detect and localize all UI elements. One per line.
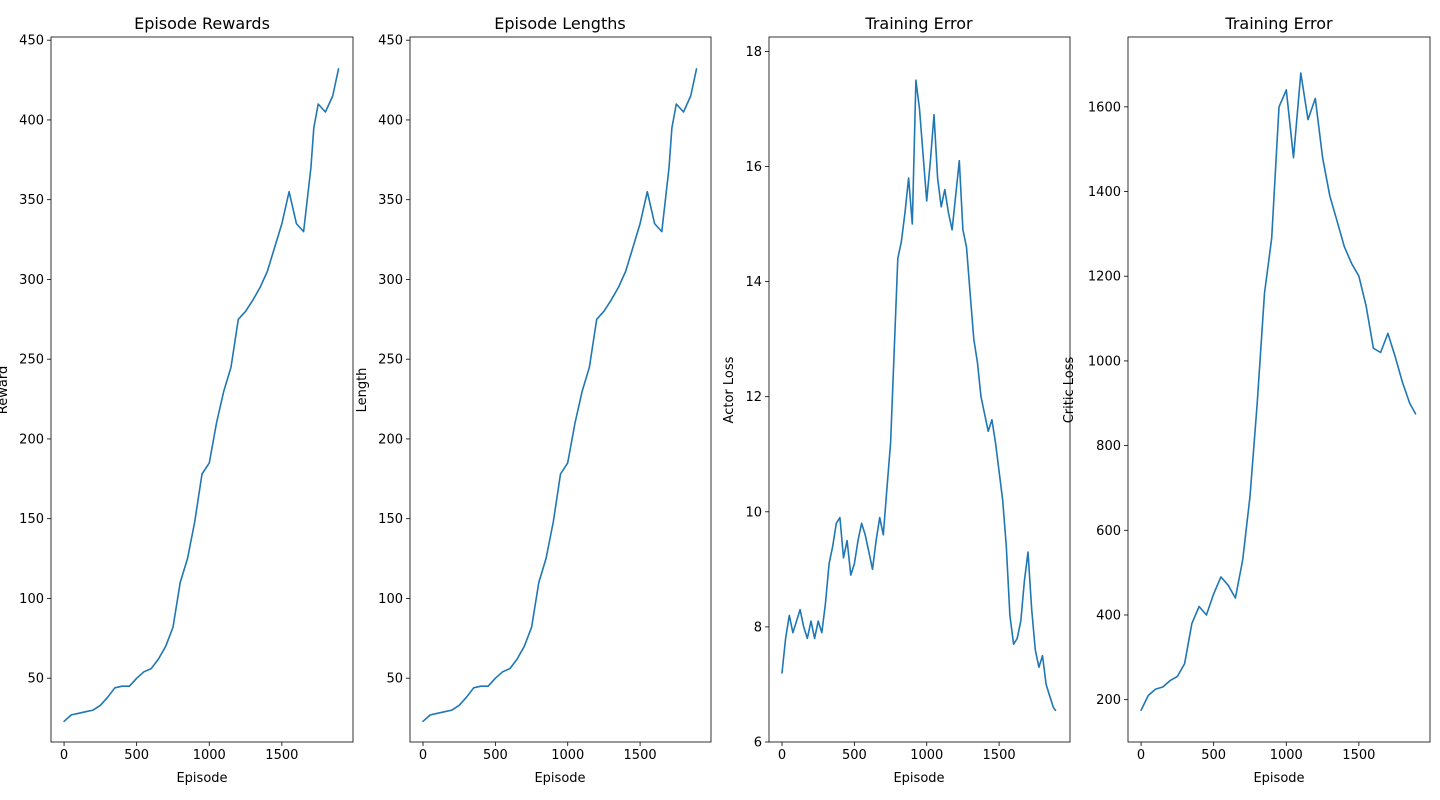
y-tick-label: 1000	[1088, 354, 1121, 369]
x-tick-label: 1500	[1342, 748, 1375, 763]
x-tick-label: 0	[60, 748, 68, 763]
tick-group: 0 500 1000 1500 200 400 600 800 1000 1200 1400 1600	[1088, 100, 1375, 763]
x-tick-label: 500	[1201, 748, 1226, 763]
axes-frame	[768, 36, 1071, 743]
y-tick-label: 250	[19, 353, 44, 368]
y-tick-label: 600	[1096, 524, 1121, 539]
axes-frame	[1127, 36, 1431, 743]
y-tick-label: 14	[745, 275, 762, 290]
x-tick-label: 500	[483, 748, 508, 763]
y-tick-label: 6	[754, 736, 762, 751]
y-tick-label: 400	[19, 113, 44, 128]
y-tick-label: 16	[745, 160, 762, 175]
x-axis-label: Episode	[176, 771, 227, 786]
series-line	[781, 79, 1057, 712]
x-tick-label: 1000	[193, 748, 226, 763]
x-axis-label: Episode	[893, 771, 944, 786]
y-tick-label: 100	[19, 592, 44, 607]
y-tick-label: 100	[378, 592, 403, 607]
y-axis-label: Length	[355, 368, 370, 413]
series-group	[422, 68, 698, 723]
y-tick-label: 200	[19, 432, 44, 447]
x-tick-label: 1500	[983, 748, 1016, 763]
y-tick-label: 1400	[1088, 185, 1121, 200]
y-tick-label: 400	[378, 113, 403, 128]
y-tick-label: 150	[378, 512, 403, 527]
tick-group: 0 500 1000 1500 50 100 150 200 250 300 350 400 450	[19, 34, 298, 763]
y-tick-label: 1200	[1088, 270, 1121, 285]
panel-critic-loss: Training Error Episode Critic Loss 0 500 1…	[1062, 14, 1431, 786]
x-axis-label: Episode	[534, 771, 585, 786]
y-tick-label: 50	[27, 672, 44, 687]
y-tick-label: 1600	[1088, 100, 1121, 115]
y-tick-label: 50	[386, 672, 403, 687]
y-tick-label: 18	[745, 45, 762, 60]
y-tick-label: 400	[1096, 608, 1121, 623]
y-tick-label: 10	[745, 505, 762, 520]
y-tick-label: 250	[378, 353, 403, 368]
axes-frame	[50, 36, 354, 743]
tick-group: 0 500 1000 1500 50 100 150 200 250 300 350 400 450	[378, 34, 656, 763]
x-tick-label: 0	[1137, 748, 1145, 763]
x-tick-label: 1000	[910, 748, 943, 763]
axes-frame	[409, 36, 712, 743]
y-tick-label: 200	[378, 432, 403, 447]
y-tick-label: 300	[378, 273, 403, 288]
series-group	[781, 79, 1057, 712]
x-tick-label: 0	[419, 748, 427, 763]
y-tick-label: 12	[745, 390, 762, 405]
y-tick-label: 450	[378, 34, 403, 49]
x-tick-label: 0	[778, 748, 786, 763]
panel-episode-rewards: Episode Rewards Episode Reward 0 500 1000 1…	[0, 14, 354, 786]
y-axis-label: Reward	[0, 366, 11, 414]
x-tick-label: 1500	[265, 748, 298, 763]
y-tick-label: 8	[754, 620, 762, 635]
panel-actor-loss: Training Error Episode Actor Loss 0 500 10…	[722, 14, 1071, 786]
chart-title: Episode Lengths	[494, 14, 625, 33]
y-tick-label: 800	[1096, 439, 1121, 454]
x-axis-label: Episode	[1253, 771, 1304, 786]
y-tick-label: 300	[19, 273, 44, 288]
series-group	[1140, 72, 1417, 711]
x-tick-label: 1500	[624, 748, 657, 763]
series-line	[63, 68, 340, 723]
y-axis-label: Actor Loss	[722, 356, 737, 423]
x-tick-label: 1000	[551, 748, 584, 763]
y-tick-label: 450	[19, 34, 44, 49]
y-tick-label: 150	[19, 512, 44, 527]
chart-title: Training Error	[864, 14, 973, 33]
chart-title: Training Error	[1224, 14, 1333, 33]
y-tick-label: 200	[1096, 693, 1121, 708]
series-line	[422, 68, 698, 723]
series-line	[1140, 72, 1417, 711]
x-tick-label: 1000	[1270, 748, 1303, 763]
y-tick-label: 350	[378, 193, 403, 208]
chart-title: Episode Rewards	[134, 14, 270, 33]
panel-episode-lengths: Episode Lengths Episode Length 0 500 1000 1…	[355, 14, 712, 786]
tick-group: 0 500 1000 1500 6 8 10 12 14 16 18	[745, 45, 1015, 763]
x-tick-label: 500	[124, 748, 149, 763]
y-tick-label: 350	[19, 193, 44, 208]
series-group	[63, 68, 340, 723]
y-axis-label: Critic Loss	[1062, 357, 1077, 424]
x-tick-label: 500	[842, 748, 867, 763]
